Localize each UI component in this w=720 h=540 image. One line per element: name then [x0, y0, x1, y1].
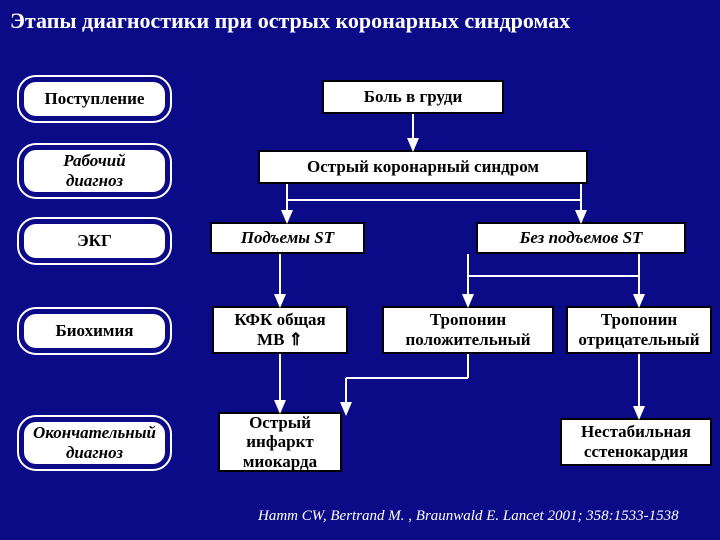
slide-title: Этапы диагностики при острых коронарных …: [10, 8, 570, 34]
acs: Острый коронарный синдром: [258, 150, 588, 184]
ami: Острый инфаркт миокарда: [218, 412, 342, 472]
unstable-angina: Нестабильная сстенокардия: [560, 418, 712, 466]
st-none: Без подъемов ST: [476, 222, 686, 254]
stage-ecg: ЭКГ: [22, 222, 167, 260]
stage-admission: Поступление: [22, 80, 167, 118]
stage-working-dx: Рабочий диагноз: [22, 148, 167, 194]
stage-biochem: Биохимия: [22, 312, 167, 350]
st-up: Подъемы ST: [210, 222, 365, 254]
tropo-pos: Тропонин положительный: [382, 306, 554, 354]
tropo-neg: Тропонин отрицательный: [566, 306, 712, 354]
diagram-canvas: Поступление Рабочий диагноз ЭКГ Биохимия Око…: [0, 0, 720, 540]
ckmb: КФК общая МВ ⇑: [212, 306, 348, 354]
stage-final-dx: Окончательный диагноз: [22, 420, 167, 466]
chest-pain: Боль в груди: [322, 80, 504, 114]
citation-text: Hamm CW, Bertrand M. , Braunwald E. Lanc…: [258, 508, 679, 525]
